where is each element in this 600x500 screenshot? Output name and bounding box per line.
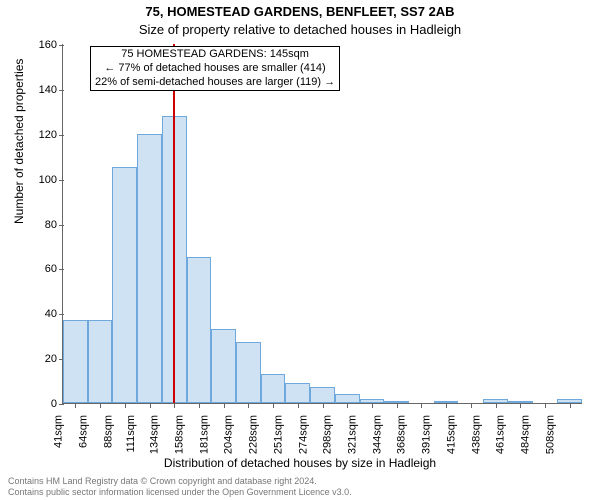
x-tick-mark	[125, 403, 126, 408]
y-tick: 100	[39, 174, 63, 186]
x-tick-mark	[75, 403, 76, 408]
x-tick-mark	[545, 403, 546, 408]
x-tick-mark	[421, 403, 422, 408]
x-tick-label: 274sqm	[297, 415, 309, 454]
y-axis-label: Number of detached properties	[12, 59, 26, 224]
bar	[88, 320, 113, 403]
x-tick-label: 228sqm	[247, 415, 259, 454]
x-tick-mark	[248, 403, 249, 408]
x-tick-mark	[273, 403, 274, 408]
y-tick: 20	[45, 353, 63, 365]
x-tick-mark	[446, 403, 447, 408]
x-tick-mark	[199, 403, 200, 408]
x-tick-label: 134sqm	[149, 415, 161, 454]
y-tick: 60	[45, 263, 63, 275]
x-tick-label: 298sqm	[322, 415, 334, 454]
x-tick-mark	[150, 403, 151, 408]
y-tick: 80	[45, 219, 63, 231]
chart-title-line1: 75, HOMESTEAD GARDENS, BENFLEET, SS7 2AB	[0, 4, 600, 19]
bar	[112, 167, 137, 403]
x-tick-mark	[397, 403, 398, 408]
x-axis-label: Distribution of detached houses by size …	[0, 456, 600, 470]
annotation-line1: 75 HOMESTEAD GARDENS: 145sqm	[95, 48, 335, 62]
x-tick-mark	[471, 403, 472, 408]
footer-line2: Contains public sector information licen…	[8, 487, 352, 497]
x-tick-label: 508sqm	[544, 415, 556, 454]
x-tick-label: 204sqm	[223, 415, 235, 454]
bar	[261, 374, 286, 403]
x-tick-mark	[496, 403, 497, 408]
x-tick-label: 415sqm	[445, 415, 457, 454]
x-tick-mark	[224, 403, 225, 408]
y-tick: 0	[51, 398, 63, 410]
bar	[211, 329, 236, 403]
x-tick-mark	[570, 403, 571, 408]
x-tick-label: 251sqm	[272, 415, 284, 454]
chart-container: 75, HOMESTEAD GARDENS, BENFLEET, SS7 2AB…	[0, 0, 600, 500]
x-tick-label: 321sqm	[346, 415, 358, 454]
bar	[236, 342, 261, 403]
y-tick: 40	[45, 308, 63, 320]
bar	[137, 134, 162, 403]
y-tick: 140	[39, 84, 63, 96]
bar	[335, 394, 360, 403]
x-tick-mark	[174, 403, 175, 408]
annotation-line2: ← 77% of detached houses are smaller (41…	[95, 62, 335, 76]
x-tick-label: 368sqm	[396, 415, 408, 454]
x-tick-mark	[372, 403, 373, 408]
footer-line1: Contains HM Land Registry data © Crown c…	[8, 476, 317, 486]
x-tick-mark	[323, 403, 324, 408]
x-tick-label: 181sqm	[198, 415, 210, 454]
x-tick-label: 41sqm	[53, 415, 65, 448]
chart-title-line2: Size of property relative to detached ho…	[0, 22, 600, 37]
y-tick: 120	[39, 129, 63, 141]
bar	[285, 383, 310, 403]
x-tick-mark	[100, 403, 101, 408]
x-tick-label: 111sqm	[125, 415, 137, 453]
bar	[63, 320, 88, 403]
y-tick: 160	[39, 39, 63, 51]
x-tick-label: 391sqm	[420, 415, 432, 454]
x-tick-label: 88sqm	[102, 415, 114, 448]
x-tick-label: 344sqm	[371, 415, 383, 454]
bar	[187, 257, 212, 403]
plot-area: 02040608010012014016041sqm64sqm88sqm111s…	[62, 44, 582, 404]
x-tick-label: 438sqm	[470, 415, 482, 454]
x-tick-label: 484sqm	[519, 415, 531, 454]
x-tick-label: 461sqm	[495, 415, 507, 454]
x-tick-mark	[520, 403, 521, 408]
annotation-line3: 22% of semi-detached houses are larger (…	[95, 76, 335, 90]
x-tick-label: 158sqm	[173, 415, 185, 454]
x-tick-mark	[298, 403, 299, 408]
bar	[310, 387, 335, 403]
x-tick-mark	[347, 403, 348, 408]
x-tick-label: 64sqm	[78, 415, 90, 448]
reference-line	[173, 44, 175, 403]
annotation-box: 75 HOMESTEAD GARDENS: 145sqm ← 77% of de…	[90, 46, 340, 91]
